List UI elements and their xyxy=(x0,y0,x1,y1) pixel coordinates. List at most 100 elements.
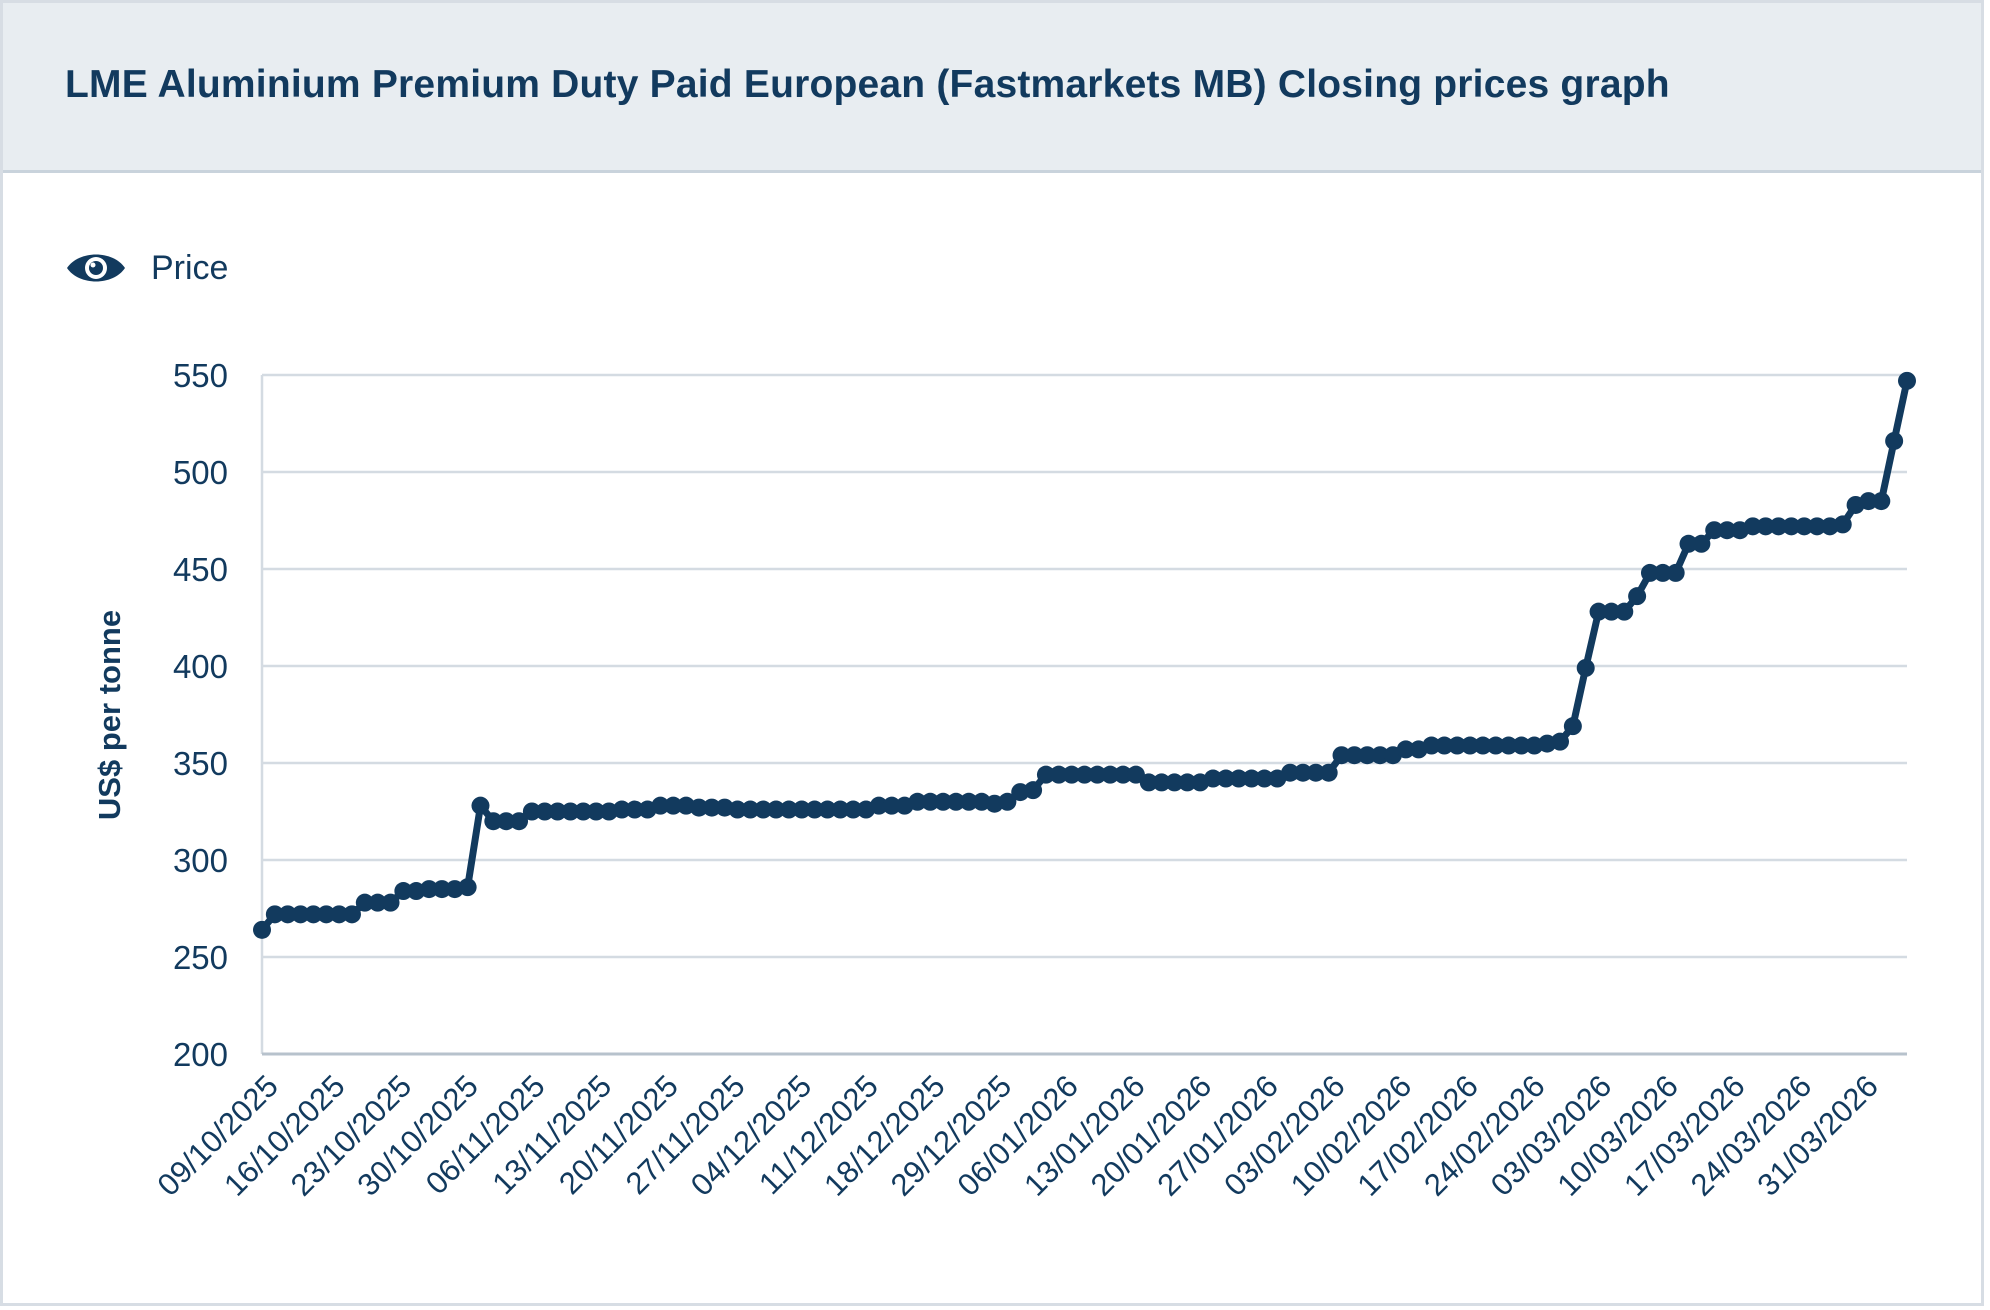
data-point[interactable] xyxy=(869,796,888,815)
data-point[interactable] xyxy=(432,880,451,899)
data-point[interactable] xyxy=(1718,521,1737,540)
data-point[interactable] xyxy=(1486,736,1505,755)
data-point[interactable] xyxy=(1036,765,1055,784)
data-point[interactable] xyxy=(741,800,760,819)
data-point[interactable] xyxy=(522,802,541,821)
data-point[interactable] xyxy=(1422,736,1441,755)
data-point[interactable] xyxy=(959,792,978,811)
data-point[interactable] xyxy=(1101,765,1120,784)
data-point[interactable] xyxy=(1602,602,1621,621)
data-point[interactable] xyxy=(1255,769,1274,788)
data-point[interactable] xyxy=(1371,746,1390,765)
data-point[interactable] xyxy=(1756,517,1775,536)
data-point[interactable] xyxy=(1576,658,1595,677)
data-point[interactable] xyxy=(1898,371,1916,390)
data-point[interactable] xyxy=(728,800,747,819)
data-point[interactable] xyxy=(1345,746,1364,765)
data-point[interactable] xyxy=(535,802,554,821)
data-point[interactable] xyxy=(1692,534,1711,553)
data-point[interactable] xyxy=(1833,515,1852,534)
data-point[interactable] xyxy=(767,800,786,819)
data-point[interactable] xyxy=(548,802,567,821)
data-point[interactable] xyxy=(1024,781,1043,800)
data-point[interactable] xyxy=(342,905,361,924)
data-point[interactable] xyxy=(1204,769,1223,788)
data-point[interactable] xyxy=(908,792,927,811)
legend-item-price[interactable]: Price xyxy=(65,243,228,293)
data-point[interactable] xyxy=(1872,492,1891,511)
data-point[interactable] xyxy=(946,792,965,811)
data-point[interactable] xyxy=(355,893,374,912)
data-point[interactable] xyxy=(381,893,400,912)
data-point[interactable] xyxy=(1062,765,1081,784)
data-point[interactable] xyxy=(497,812,516,831)
data-point[interactable] xyxy=(1666,563,1685,582)
data-point[interactable] xyxy=(1563,717,1582,736)
data-point[interactable] xyxy=(1448,736,1467,755)
data-point[interactable] xyxy=(1589,602,1608,621)
data-point[interactable] xyxy=(484,812,503,831)
data-point[interactable] xyxy=(1049,765,1068,784)
data-point[interactable] xyxy=(1615,602,1634,621)
data-point[interactable] xyxy=(330,905,349,924)
data-point[interactable] xyxy=(317,905,336,924)
data-point[interactable] xyxy=(805,800,824,819)
data-point[interactable] xyxy=(1139,773,1158,792)
data-point[interactable] xyxy=(1358,746,1377,765)
data-point[interactable] xyxy=(265,905,284,924)
data-point[interactable] xyxy=(1653,563,1672,582)
data-point[interactable] xyxy=(1178,773,1197,792)
data-point[interactable] xyxy=(394,882,413,901)
data-point[interactable] xyxy=(1808,517,1827,536)
data-point[interactable] xyxy=(1705,521,1724,540)
data-point[interactable] xyxy=(844,800,863,819)
data-point[interactable] xyxy=(1216,769,1235,788)
data-point[interactable] xyxy=(1743,517,1762,536)
data-point[interactable] xyxy=(1499,736,1518,755)
data-point[interactable] xyxy=(1769,517,1788,536)
data-point[interactable] xyxy=(1628,587,1647,606)
data-point[interactable] xyxy=(1075,765,1094,784)
data-point[interactable] xyxy=(921,792,940,811)
data-point[interactable] xyxy=(1281,763,1300,782)
data-point[interactable] xyxy=(1152,773,1171,792)
data-point[interactable] xyxy=(561,802,580,821)
data-point[interactable] xyxy=(651,796,670,815)
data-point[interactable] xyxy=(1679,534,1698,553)
data-point[interactable] xyxy=(1782,517,1801,536)
data-point[interactable] xyxy=(1885,431,1904,450)
data-point[interactable] xyxy=(253,920,271,939)
data-point[interactable] xyxy=(818,800,837,819)
data-point[interactable] xyxy=(1229,769,1248,788)
data-point[interactable] xyxy=(1114,765,1133,784)
data-point[interactable] xyxy=(934,792,953,811)
data-point[interactable] xyxy=(574,802,593,821)
data-point[interactable] xyxy=(754,800,773,819)
data-point[interactable] xyxy=(510,812,529,831)
data-point[interactable] xyxy=(278,905,297,924)
data-point[interactable] xyxy=(458,878,477,897)
data-point[interactable] xyxy=(612,800,631,819)
data-point[interactable] xyxy=(471,796,490,815)
data-point[interactable] xyxy=(882,796,901,815)
data-point[interactable] xyxy=(664,796,683,815)
data-point[interactable] xyxy=(368,893,387,912)
data-point[interactable] xyxy=(1512,736,1531,755)
data-point[interactable] xyxy=(1165,773,1184,792)
data-point[interactable] xyxy=(1640,563,1659,582)
data-point[interactable] xyxy=(304,905,323,924)
data-point[interactable] xyxy=(792,800,811,819)
data-point[interactable] xyxy=(702,798,721,817)
data-point[interactable] xyxy=(291,905,310,924)
data-point[interactable] xyxy=(1396,740,1415,759)
data-point[interactable] xyxy=(1473,736,1492,755)
data-point[interactable] xyxy=(1332,746,1351,765)
data-point[interactable] xyxy=(1242,769,1261,788)
data-point[interactable] xyxy=(587,802,606,821)
data-point[interactable] xyxy=(1435,736,1454,755)
data-point[interactable] xyxy=(1306,763,1325,782)
data-point[interactable] xyxy=(689,798,708,817)
data-point[interactable] xyxy=(420,880,439,899)
data-point[interactable] xyxy=(1795,517,1814,536)
data-point[interactable] xyxy=(998,792,1017,811)
